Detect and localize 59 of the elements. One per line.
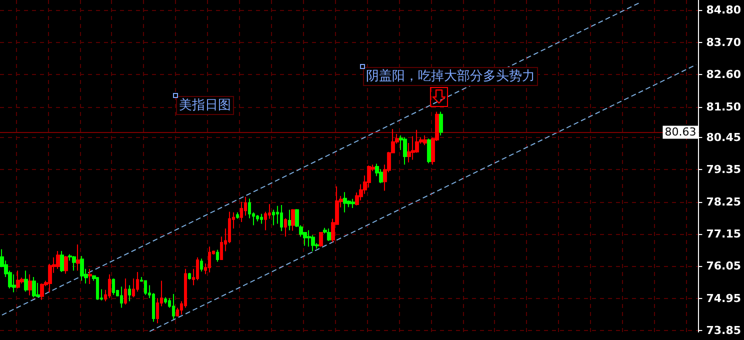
candlestick: [96, 276, 99, 300]
annotation: 阴盖阳，吃掉大部分多头势力: [363, 67, 538, 86]
candlestick: [319, 231, 323, 248]
candlestick: [280, 204, 283, 232]
y-tick-label: 81.50: [706, 100, 742, 114]
candlestick: [88, 268, 92, 285]
candlestick: [80, 255, 84, 282]
y-tick-label: 82.60: [706, 68, 742, 82]
candlestick: [216, 249, 219, 262]
y-tick-label: 84.80: [706, 4, 742, 17]
candlestick: [272, 209, 275, 226]
ref-line-label: 80.63: [664, 126, 696, 139]
candlestick: [124, 278, 127, 306]
candlestick: [343, 192, 347, 213]
y-tick-label: 74.95: [706, 292, 742, 305]
candlestick: [351, 198, 355, 208]
candlestick: [307, 230, 311, 248]
candlestick: [200, 258, 203, 272]
candlestick: [164, 296, 167, 304]
candlestick: [196, 256, 199, 281]
candlestick: [403, 136, 407, 166]
candlestick: [172, 293, 175, 320]
y-tick-label: 79.35: [706, 163, 742, 176]
candlestick: [28, 274, 32, 296]
candlestick: [128, 284, 131, 302]
candlestick: [423, 134, 427, 146]
y-tick-label: 76.05: [706, 260, 742, 273]
candlestick: [40, 282, 44, 300]
candlestick: [12, 274, 16, 293]
y-tick-label: 83.70: [706, 36, 742, 49]
candlestick: [60, 250, 64, 273]
candlestick: [439, 111, 443, 136]
candlestick: [327, 228, 331, 242]
candlestick: [76, 244, 80, 272]
candlestick: [72, 255, 76, 272]
candlestick: [240, 201, 243, 223]
candlestick: [32, 276, 36, 298]
annotation: 美指日图: [176, 96, 234, 115]
candlestick: [236, 212, 239, 220]
candlestick: [188, 272, 191, 280]
y-tick-label: 77.15: [706, 228, 742, 241]
candlestick: [291, 208, 295, 232]
candlestick: [256, 214, 259, 222]
candlestick: [120, 286, 123, 308]
candlestick: [284, 218, 287, 238]
y-tick-label: 73.85: [706, 324, 742, 338]
candlestick: [144, 280, 147, 296]
candlestick: [56, 250, 60, 270]
candlestick: [108, 274, 111, 299]
y-tick-label: 80.45: [706, 130, 742, 144]
candlestick: [112, 278, 115, 296]
candlestick: [24, 270, 28, 292]
candlestick: [16, 270, 20, 289]
y-tick-label: 78.25: [706, 195, 742, 208]
candlestick: [288, 209, 291, 231]
candlestick: [64, 255, 68, 274]
candlestick: [260, 213, 263, 224]
candlestick: [208, 246, 211, 273]
candlestick: [427, 138, 431, 164]
